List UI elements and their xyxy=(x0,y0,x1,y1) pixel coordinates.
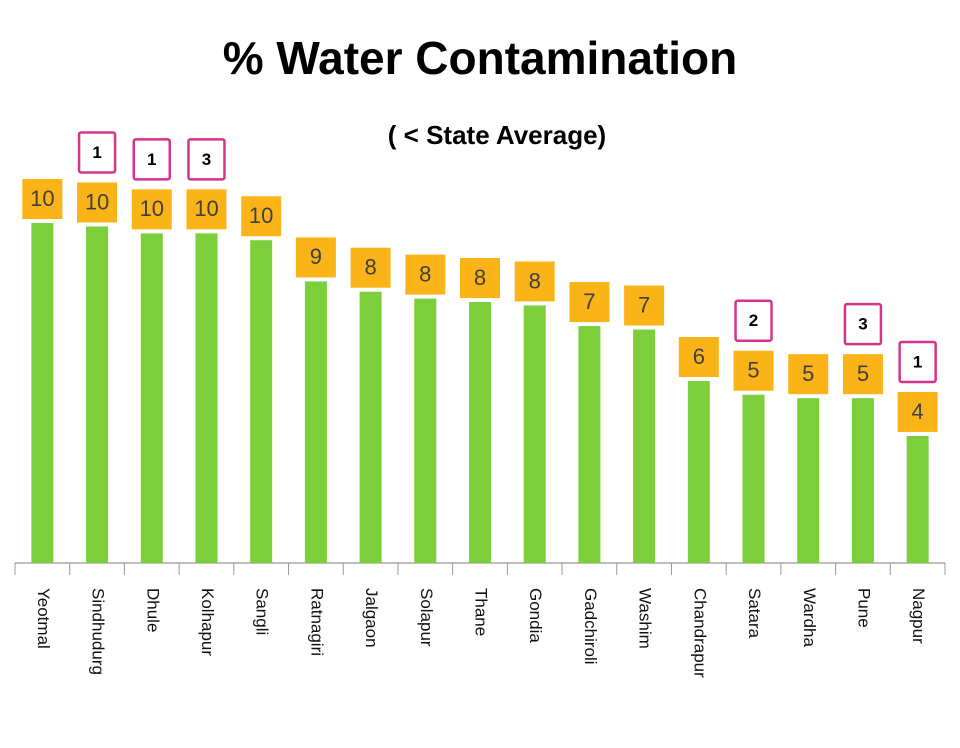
value-label: 10 xyxy=(30,186,54,211)
x-tick-label: Gondia xyxy=(526,588,545,643)
x-tick-label: Chandrapur xyxy=(690,588,709,678)
value-label: 7 xyxy=(583,289,595,314)
value-label-box xyxy=(131,189,172,230)
bar xyxy=(797,398,820,563)
x-tick-label: Jalgaon xyxy=(362,588,381,648)
value-label-box xyxy=(624,285,665,326)
annotation: 2 xyxy=(749,311,758,330)
annotation-box xyxy=(187,138,226,181)
annotation: 1 xyxy=(913,352,922,371)
annotation: 3 xyxy=(202,150,211,169)
value-label-box xyxy=(186,189,227,230)
value-label: 5 xyxy=(857,361,869,386)
value-label: 10 xyxy=(249,203,273,228)
annotation-box xyxy=(734,299,773,342)
value-label: 8 xyxy=(474,265,486,290)
bar xyxy=(31,223,54,564)
x-tick-label: Kolhapur xyxy=(198,588,217,656)
annotation: 3 xyxy=(858,315,867,334)
bar xyxy=(414,298,437,563)
bar xyxy=(359,291,382,563)
bar xyxy=(851,398,874,563)
value-label-box xyxy=(733,350,774,391)
bar xyxy=(140,233,163,563)
value-label-box xyxy=(569,282,610,323)
value-label-box xyxy=(460,258,500,299)
x-tick-label: Gadchiroli xyxy=(581,588,600,665)
x-tick-label: Solapur xyxy=(417,588,436,647)
value-label: 5 xyxy=(747,358,759,383)
x-tick-label: Pune xyxy=(854,588,873,628)
value-label-box xyxy=(350,247,391,288)
value-label-box xyxy=(788,354,829,395)
bar xyxy=(687,381,710,563)
bar xyxy=(469,302,491,563)
value-label: 8 xyxy=(419,261,431,286)
bar xyxy=(250,240,273,563)
bar xyxy=(195,233,218,563)
x-tick-label: Washim xyxy=(636,588,655,649)
bar xyxy=(742,394,765,563)
bar xyxy=(906,435,929,563)
bar xyxy=(633,329,656,563)
value-label-box xyxy=(22,179,63,220)
value-label: 8 xyxy=(529,268,541,293)
annotation-box xyxy=(843,302,883,346)
value-label-box xyxy=(77,182,118,223)
value-label: 9 xyxy=(310,244,322,269)
value-label: 8 xyxy=(364,255,376,280)
x-tick-label: Thane xyxy=(472,588,491,636)
annotation: 1 xyxy=(92,143,101,162)
value-label: 6 xyxy=(693,344,705,369)
value-label-box xyxy=(405,254,446,295)
bar xyxy=(523,305,546,563)
bar xyxy=(86,226,109,563)
bar xyxy=(304,281,327,563)
value-label-box xyxy=(897,391,938,432)
bar xyxy=(578,326,601,563)
chart-title: % Water Contamination xyxy=(223,32,738,84)
x-tick-label: Nagpur xyxy=(909,588,928,644)
value-label: 7 xyxy=(638,292,650,317)
value-label-box xyxy=(842,354,883,395)
value-label: 10 xyxy=(194,196,218,221)
annotation-box xyxy=(77,131,117,174)
x-tick-label: Yeotmal xyxy=(34,588,53,649)
x-tick-label: Satara xyxy=(745,588,764,639)
x-tick-label: Dhule xyxy=(143,588,162,632)
chart-subtitle: ( < State Average) xyxy=(388,120,606,150)
x-tick-label: Wardha xyxy=(800,588,819,647)
annotation-box xyxy=(132,138,172,181)
value-label: 10 xyxy=(140,196,164,221)
x-tick-label: Sangli xyxy=(253,588,272,635)
value-label-box xyxy=(241,196,282,237)
value-label: 5 xyxy=(802,361,814,386)
value-label-box xyxy=(295,237,336,278)
annotation: 1 xyxy=(147,150,156,169)
x-tick-label: Ratnagiri xyxy=(307,588,326,656)
value-label-box xyxy=(514,261,555,302)
annotation-box xyxy=(898,340,937,384)
x-tick-label: Sindhudurg xyxy=(89,588,108,675)
value-label: 10 xyxy=(85,189,109,214)
value-label: 4 xyxy=(912,399,924,424)
value-label-box xyxy=(678,337,719,378)
